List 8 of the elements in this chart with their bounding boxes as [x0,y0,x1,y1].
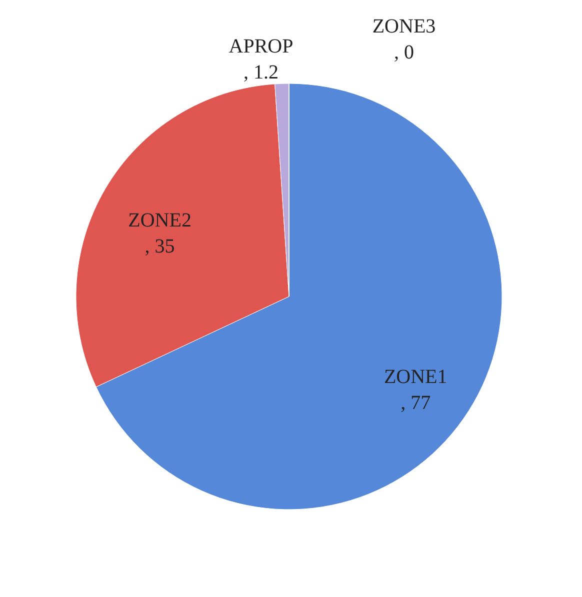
slice-label: ZONE2 [128,209,192,232]
slice-label: ZONE1 [384,366,448,388]
category-label: ZONE3 [372,16,436,38]
text: , 0 [394,42,414,64]
slice-label: APROP [228,36,294,58]
data-label: , 77 [400,392,431,414]
data-label: , 1.2 [244,62,279,84]
data-label: , 35 [144,235,175,258]
